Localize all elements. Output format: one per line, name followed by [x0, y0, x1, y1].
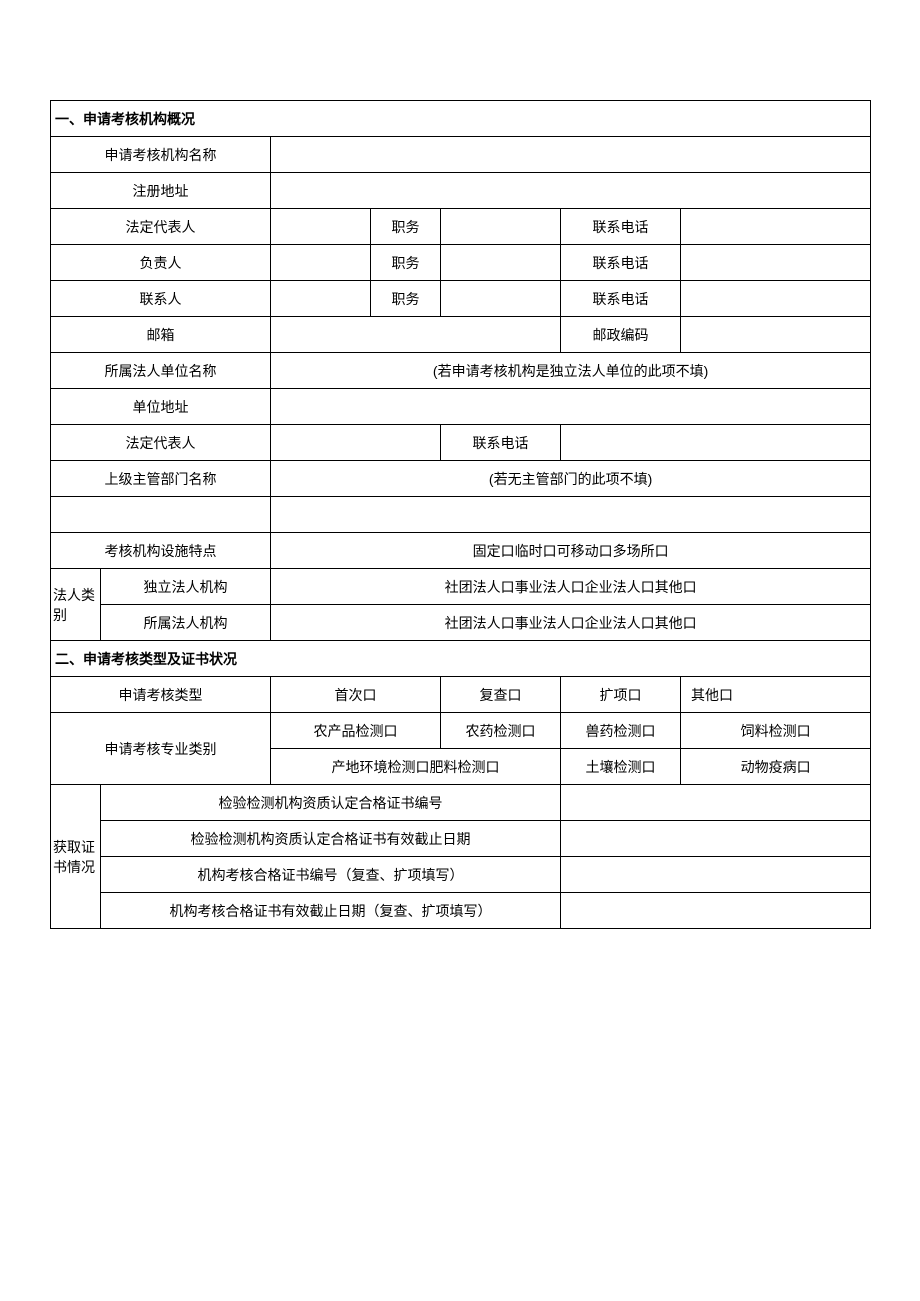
input-cert-expiry[interactable] [561, 821, 871, 857]
label-reg-addr: 注册地址 [51, 173, 271, 209]
label-legal-rep2: 法定代表人 [51, 425, 271, 461]
apply-review[interactable]: 复查口 [441, 677, 561, 713]
apply-expand[interactable]: 扩项口 [561, 677, 681, 713]
apply-other[interactable]: 其他口 [681, 677, 871, 713]
input-principal[interactable] [271, 245, 371, 281]
label-category: 申请考核专业类别 [51, 713, 271, 785]
cat-agri[interactable]: 农产品检测口 [271, 713, 441, 749]
label-phone-3: 联系电话 [561, 281, 681, 317]
label-cert-no: 检验检测机构资质认定合格证书编号 [101, 785, 561, 821]
input-cert-no[interactable] [561, 785, 871, 821]
empty-label [51, 497, 271, 533]
apply-first[interactable]: 首次口 [271, 677, 441, 713]
input-assess-no[interactable] [561, 857, 871, 893]
cat-vet[interactable]: 兽药检测口 [561, 713, 681, 749]
label-phone-1: 联系电话 [561, 209, 681, 245]
label-postal: 邮政编码 [561, 317, 681, 353]
cat-env[interactable]: 产地环境检测口肥料检测口 [271, 749, 561, 785]
input-phone-2[interactable] [681, 245, 871, 281]
input-postal[interactable] [681, 317, 871, 353]
input-phone4[interactable] [561, 425, 871, 461]
section2-title: 二、申请考核类型及证书状况 [51, 641, 871, 677]
empty-value [271, 497, 871, 533]
label-cert-expiry: 检验检测机构资质认定合格证书有效截止日期 [101, 821, 561, 857]
label-assess-no: 机构考核合格证书编号（复查、扩项填写） [101, 857, 561, 893]
input-legal-rep2[interactable] [271, 425, 441, 461]
cat-animal[interactable]: 动物疫病口 [681, 749, 871, 785]
input-email[interactable] [271, 317, 561, 353]
label-affiliated: 所属法人机构 [101, 605, 271, 641]
input-unit-addr[interactable] [271, 389, 871, 425]
label-cert-status: 获取证书情况 [51, 785, 101, 929]
input-position-2[interactable] [441, 245, 561, 281]
form-table: 一、申请考核机构概况 申请考核机构名称 注册地址 法定代表人 职务 联系电话 负… [50, 100, 871, 929]
label-legal-rep: 法定代表人 [51, 209, 271, 245]
section1-title: 一、申请考核机构概况 [51, 101, 871, 137]
cat-feed[interactable]: 饲料检测口 [681, 713, 871, 749]
facility-options[interactable]: 固定口临时口可移动口多场所口 [271, 533, 871, 569]
label-apply-type: 申请考核类型 [51, 677, 271, 713]
affiliated-options[interactable]: 社团法人口事业法人口企业法人口其他口 [271, 605, 871, 641]
label-position-3: 职务 [371, 281, 441, 317]
input-phone-3[interactable] [681, 281, 871, 317]
input-legal-rep[interactable] [271, 209, 371, 245]
label-assess-expiry: 机构考核合格证书有效截止日期（复查、扩项填写） [101, 893, 561, 929]
hint-parent: (若申请考核机构是独立法人单位的此项不填) [271, 353, 871, 389]
cat-pest[interactable]: 农药检测口 [441, 713, 561, 749]
independent-options[interactable]: 社团法人口事业法人口企业法人口其他口 [271, 569, 871, 605]
cat-soil[interactable]: 土壤检测口 [561, 749, 681, 785]
label-position-1: 职务 [371, 209, 441, 245]
label-facility: 考核机构设施特点 [51, 533, 271, 569]
input-position-3[interactable] [441, 281, 561, 317]
input-reg-addr[interactable] [271, 173, 871, 209]
input-org-name[interactable] [271, 137, 871, 173]
label-principal: 负责人 [51, 245, 271, 281]
label-unit-addr: 单位地址 [51, 389, 271, 425]
label-legal-type: 法人类别 [51, 569, 101, 641]
label-parent-name: 所属法人单位名称 [51, 353, 271, 389]
label-org-name: 申请考核机构名称 [51, 137, 271, 173]
input-phone-1[interactable] [681, 209, 871, 245]
label-email: 邮箱 [51, 317, 271, 353]
label-phone-2: 联系电话 [561, 245, 681, 281]
input-contact[interactable] [271, 281, 371, 317]
label-position-2: 职务 [371, 245, 441, 281]
label-independent: 独立法人机构 [101, 569, 271, 605]
label-contact: 联系人 [51, 281, 271, 317]
label-phone4: 联系电话 [441, 425, 561, 461]
label-superior: 上级主管部门名称 [51, 461, 271, 497]
hint-superior: (若无主管部门的此项不填) [271, 461, 871, 497]
input-assess-expiry[interactable] [561, 893, 871, 929]
input-position-1[interactable] [441, 209, 561, 245]
